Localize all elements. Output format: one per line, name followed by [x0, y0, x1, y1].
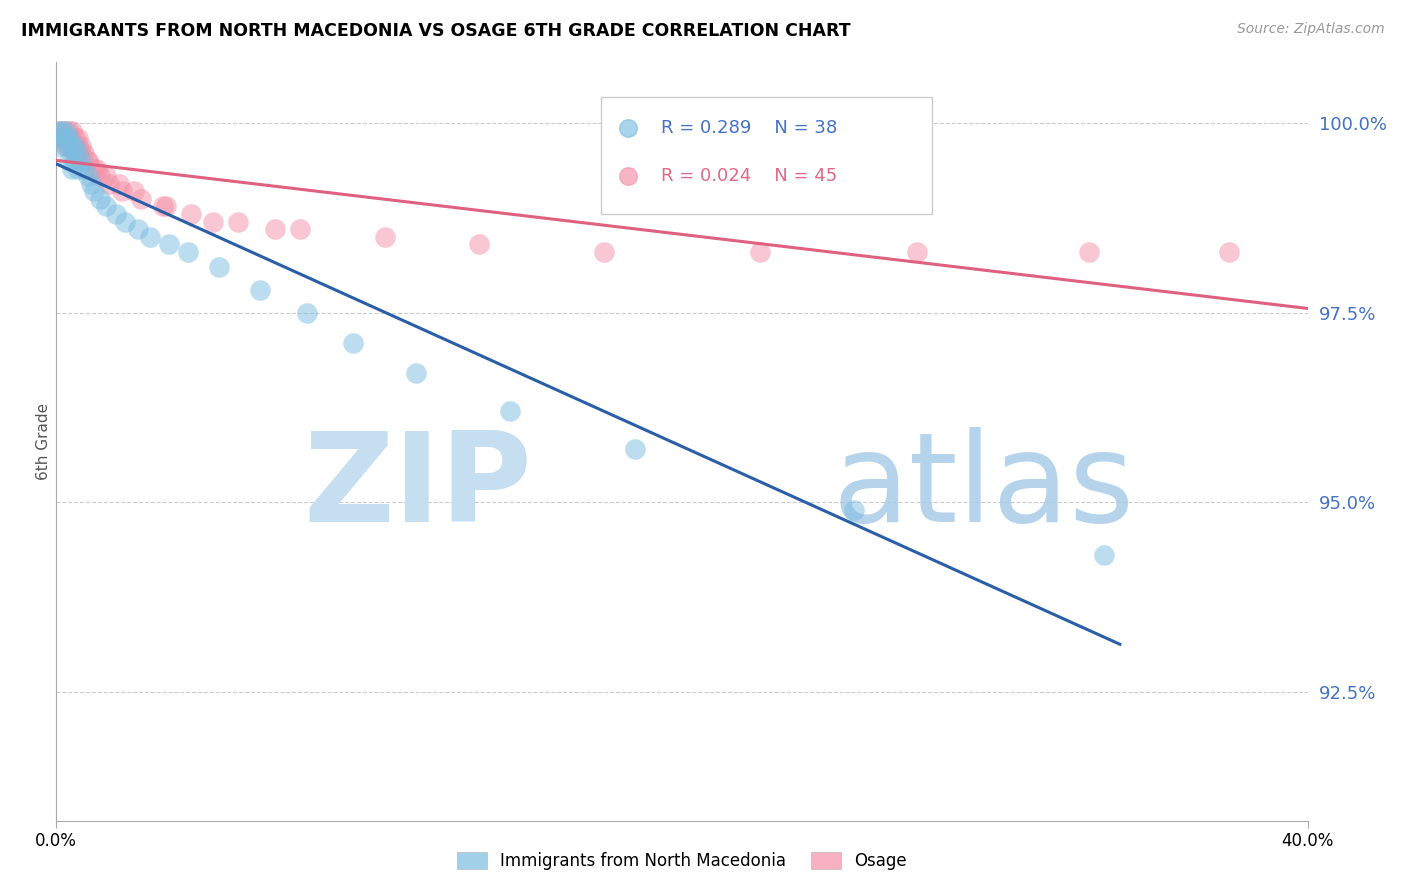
Point: [83, 185, 105, 199]
Text: ZIP: ZIP: [304, 426, 531, 548]
Point: [67, 139, 90, 153]
Point: [89, 192, 111, 206]
Point: [139, 230, 162, 244]
Point: [226, 215, 249, 229]
Point: [111, 185, 134, 199]
Point: [76, 154, 98, 169]
Point: [342, 336, 364, 351]
Point: [48, 124, 70, 138]
Legend: Immigrants from North Macedonia, Osage: Immigrants from North Macedonia, Osage: [450, 846, 914, 877]
Point: [58, 139, 80, 153]
Point: [67, 146, 90, 161]
Point: [63, 154, 86, 169]
Point: [405, 367, 427, 381]
Point: [55, 124, 77, 138]
Text: atlas: atlas: [832, 426, 1135, 548]
Point: [1077, 245, 1099, 260]
Point: [58, 154, 80, 169]
Point: [180, 207, 202, 221]
Point: [290, 222, 312, 236]
Point: [51, 124, 73, 138]
Point: [67, 161, 90, 176]
Point: [63, 139, 86, 153]
Point: [60, 139, 83, 153]
Point: [176, 245, 198, 260]
Point: [905, 245, 928, 260]
Point: [70, 154, 93, 169]
Point: [70, 139, 93, 153]
Point: [499, 404, 522, 418]
Point: [114, 215, 136, 229]
Point: [155, 200, 177, 214]
Point: [295, 306, 318, 320]
Point: [127, 222, 149, 236]
Point: [89, 169, 111, 184]
Point: [70, 146, 93, 161]
Point: [51, 131, 73, 145]
Point: [76, 154, 98, 169]
Text: Source: ZipAtlas.com: Source: ZipAtlas.com: [1237, 22, 1385, 37]
Text: IMMIGRANTS FROM NORTH MACEDONIA VS OSAGE 6TH GRADE CORRELATION CHART: IMMIGRANTS FROM NORTH MACEDONIA VS OSAGE…: [21, 22, 851, 40]
Point: [63, 146, 86, 161]
Point: [104, 207, 127, 221]
Point: [249, 283, 271, 297]
Point: [55, 124, 77, 138]
Point: [467, 237, 489, 252]
Point: [48, 139, 70, 153]
Point: [48, 124, 70, 138]
Point: [129, 192, 152, 206]
Point: [1218, 245, 1240, 260]
Point: [73, 146, 96, 161]
Point: [60, 124, 83, 138]
Point: [152, 200, 174, 214]
Point: [624, 442, 647, 457]
Point: [63, 131, 86, 145]
Point: [96, 200, 118, 214]
Point: [208, 260, 231, 275]
Point: [58, 124, 80, 138]
Point: [60, 161, 83, 176]
Point: [55, 131, 77, 145]
Point: [374, 230, 396, 244]
Point: [201, 215, 224, 229]
Point: [79, 177, 101, 191]
Point: [842, 503, 865, 517]
Point: [157, 237, 180, 252]
Point: [58, 131, 80, 145]
Point: [264, 222, 287, 236]
Point: [96, 169, 118, 184]
Point: [55, 139, 77, 153]
Point: [98, 177, 121, 191]
Y-axis label: 6th Grade: 6th Grade: [35, 403, 51, 480]
Point: [51, 131, 73, 145]
Point: [63, 146, 86, 161]
Point: [1092, 549, 1115, 563]
Text: R = 0.289    N = 38: R = 0.289 N = 38: [661, 120, 837, 137]
Point: [124, 185, 146, 199]
Point: [58, 131, 80, 145]
Point: [76, 169, 98, 184]
Point: [60, 139, 83, 153]
Point: [73, 161, 96, 176]
FancyBboxPatch shape: [600, 96, 932, 214]
Point: [51, 131, 73, 145]
Point: [67, 131, 90, 145]
Text: R = 0.024    N = 45: R = 0.024 N = 45: [661, 167, 837, 186]
Point: [83, 161, 105, 176]
Point: [749, 245, 772, 260]
Point: [55, 139, 77, 153]
Point: [108, 177, 131, 191]
Point: [60, 146, 83, 161]
Point: [86, 161, 108, 176]
Point: [592, 245, 614, 260]
Point: [51, 124, 73, 138]
Point: [55, 131, 77, 145]
